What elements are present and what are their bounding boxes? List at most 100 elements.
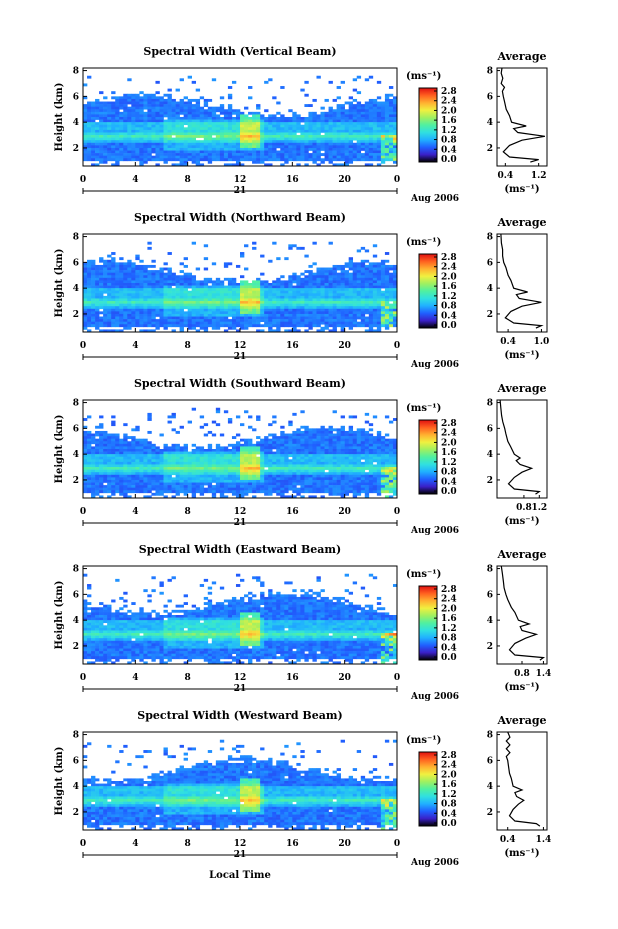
heatmap-cell (119, 117, 124, 120)
heatmap-cell (340, 129, 345, 133)
heatmap-cell (151, 283, 156, 286)
heatmap-cell (119, 301, 124, 304)
heatmap-cell (151, 106, 156, 110)
heatmap-cell (167, 145, 172, 149)
heatmap-cell (131, 114, 136, 118)
heatmap-cell (91, 264, 96, 268)
heatmap-cell (171, 117, 176, 120)
heatmap-cell (131, 303, 136, 307)
heatmap-cell (139, 117, 144, 120)
heatmap-cell (348, 96, 354, 100)
heatmap-cell (244, 132, 249, 136)
heatmap-cell (191, 319, 197, 322)
heatmap-cell (171, 306, 176, 310)
heatmap-cell (123, 262, 128, 266)
heatmap-cell (300, 313, 305, 317)
heatmap-cell (288, 301, 293, 304)
heatmap-cell (272, 329, 277, 333)
heatmap-cell (392, 303, 398, 307)
heatmap-cell (147, 270, 152, 273)
heatmap-cell (364, 461, 370, 465)
heatmap-cell (151, 316, 156, 320)
heatmap-cell (111, 319, 116, 322)
heatmap-cell (159, 433, 164, 437)
heatmap-cell (127, 326, 132, 330)
heatmap-cell (159, 303, 164, 307)
heatmap-cell (392, 324, 398, 328)
heatmap-cell (368, 280, 374, 284)
heatmap-cell (244, 283, 249, 286)
heatmap-cell (360, 109, 366, 113)
heatmap-cell (195, 306, 201, 310)
heatmap-cell (107, 285, 112, 289)
heatmap-cell (119, 293, 124, 297)
heatmap-cell (163, 158, 168, 162)
heatmap-cell (195, 147, 201, 151)
heatmap-cell (320, 270, 325, 273)
heatmap-cell (187, 150, 192, 154)
heatmap-cell (336, 449, 341, 452)
heatmap-cell (360, 446, 366, 450)
heatmap-cell (179, 293, 184, 297)
heatmap-cell (139, 150, 144, 154)
heatmap-cell (300, 430, 305, 434)
heatmap-cell (191, 295, 197, 299)
heatmap-cell (296, 137, 301, 141)
heatmap-cell (320, 290, 325, 294)
heatmap-cell (348, 324, 354, 328)
heatmap-cell (123, 127, 128, 131)
heatmap-cell (304, 472, 309, 476)
heatmap-cell (340, 137, 345, 141)
heatmap-cell (376, 262, 382, 266)
heatmap-cell (320, 137, 325, 141)
heatmap-cell (304, 155, 309, 159)
heatmap-cell (324, 293, 329, 297)
heatmap-cell (203, 267, 209, 271)
heatmap-cell (264, 147, 269, 151)
heatmap-cell (388, 467, 394, 470)
heatmap-cell (127, 155, 132, 159)
heatmap-cell (139, 456, 144, 460)
heatmap-cell (231, 313, 237, 317)
heatmap-cell (123, 96, 128, 100)
heatmap-cell (348, 129, 354, 133)
heatmap-cell (95, 433, 100, 437)
heatmap-cell (376, 436, 382, 439)
heatmap-cell (175, 303, 180, 307)
heatmap-cell (199, 324, 205, 328)
heatmap-cell (284, 122, 289, 126)
heatmap-cell (135, 111, 140, 115)
heatmap-cell (360, 461, 366, 465)
heatmap-cell (248, 451, 253, 455)
heatmap-cell (376, 101, 382, 105)
heatmap-cell (340, 319, 345, 322)
heatmap-cell (276, 135, 281, 138)
heatmap-cell (308, 428, 313, 432)
heatmap-cell (344, 160, 349, 164)
heatmap-cell (248, 295, 253, 299)
heatmap-cell (167, 313, 172, 317)
heatmap-cell (256, 283, 261, 286)
heatmap-cell (151, 109, 156, 113)
heatmap-cell (268, 285, 273, 289)
heatmap-cell (256, 298, 261, 302)
heatmap-cell (356, 283, 362, 286)
heatmap-cell (364, 119, 370, 123)
heatmap-cell (372, 311, 378, 315)
heatmap-cell (139, 104, 144, 107)
heatmap-cell (191, 472, 197, 476)
heatmap-cell (127, 277, 132, 281)
heatmap-cell (388, 319, 394, 322)
heatmap-cell (296, 280, 301, 284)
heatmap-cell (328, 313, 333, 317)
heatmap-cell (127, 436, 132, 439)
heatmap-cell (235, 329, 241, 333)
heatmap-cell (91, 438, 96, 442)
heatmap-cell (103, 443, 108, 447)
heatmap-cell (147, 283, 152, 286)
heatmap-cell (207, 124, 213, 128)
heatmap-cell (171, 109, 176, 113)
heatmap-cell (95, 106, 100, 110)
heatmap-cell (332, 137, 337, 141)
heatmap-cell (95, 308, 100, 312)
